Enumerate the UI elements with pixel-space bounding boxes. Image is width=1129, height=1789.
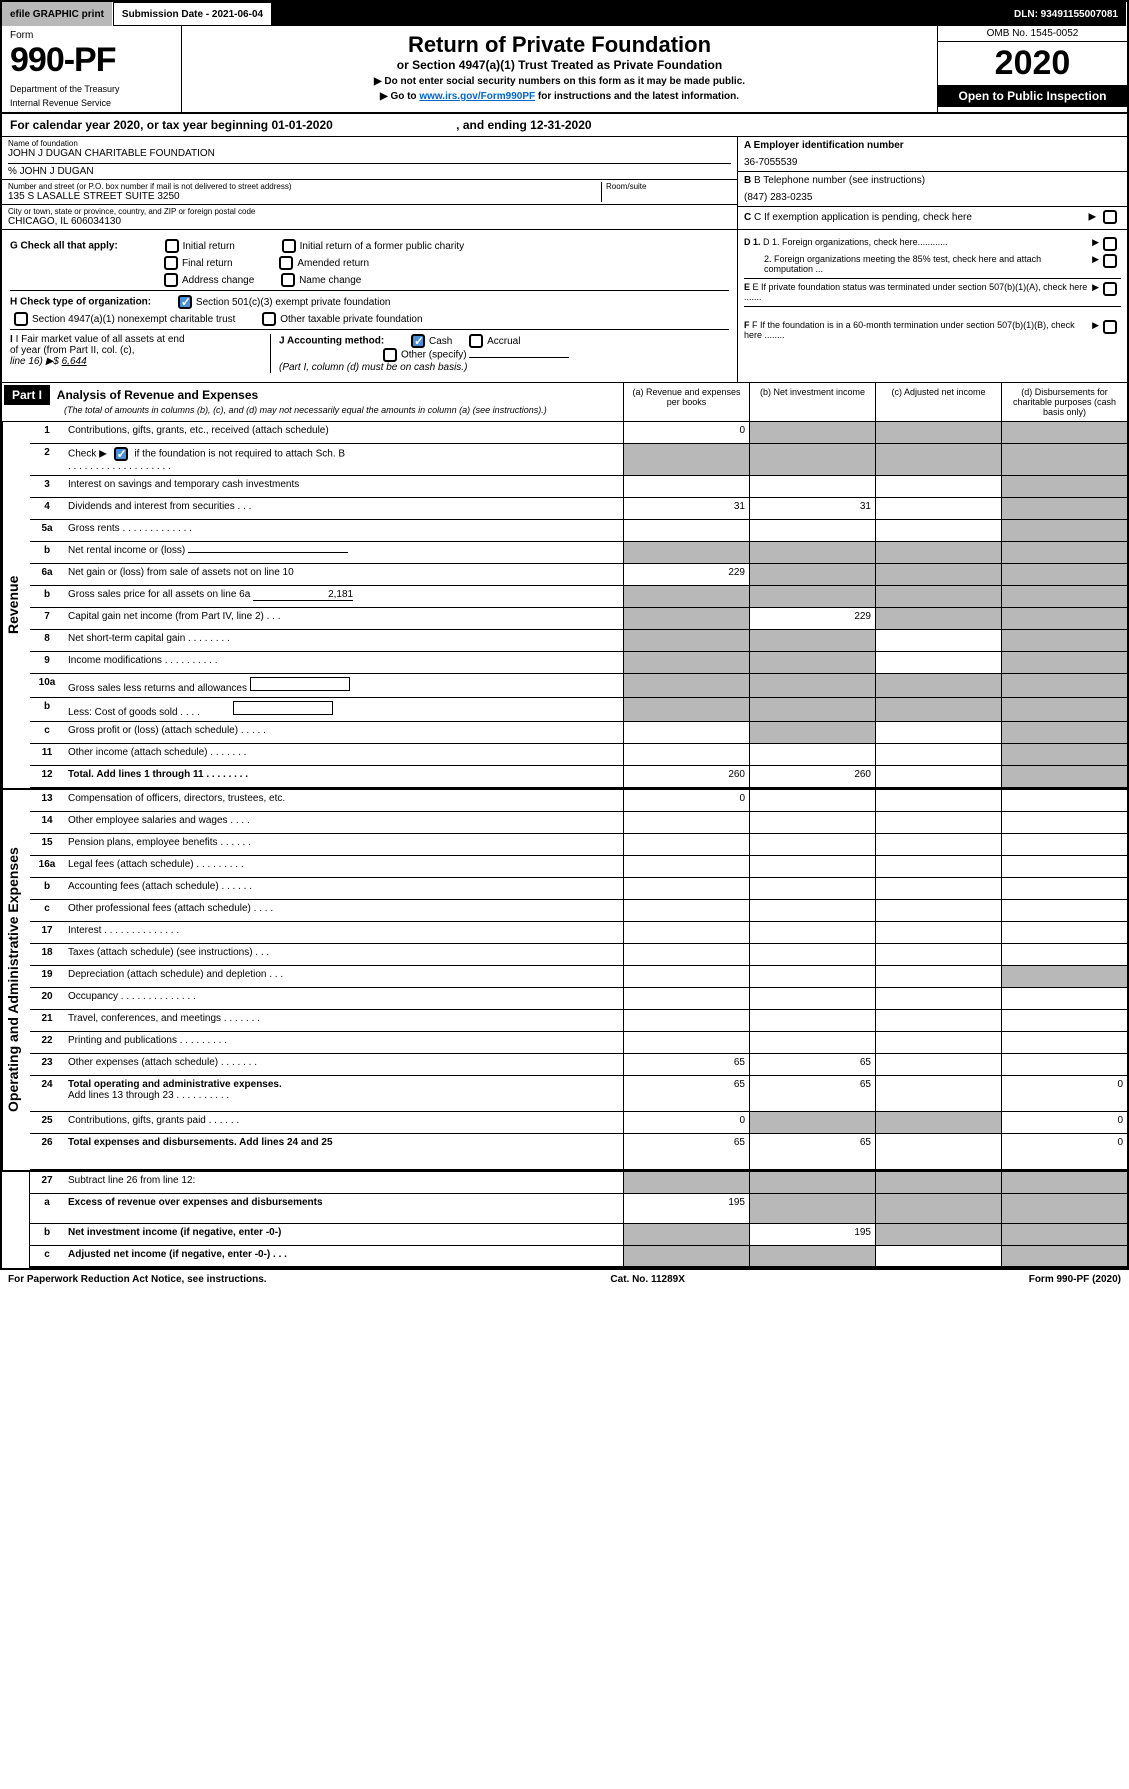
phone-label: B B Telephone number (see instructions)	[744, 175, 1121, 186]
addr-change-checkbox[interactable]	[164, 273, 178, 287]
submission-date: Submission Date - 2021-06-04	[113, 2, 272, 26]
other-taxable-checkbox[interactable]	[262, 312, 276, 326]
e-checkbox[interactable]	[1103, 282, 1117, 296]
irs-link[interactable]: www.irs.gov/Form990PF	[419, 91, 535, 102]
form-title: Return of Private Foundation	[202, 32, 917, 58]
other-method-checkbox[interactable]	[383, 348, 397, 362]
dept-irs: Internal Revenue Service	[10, 98, 173, 108]
4947-checkbox[interactable]	[14, 312, 28, 326]
part1-label: Part I	[4, 385, 50, 405]
omb-number: OMB No. 1545-0052	[938, 26, 1127, 42]
f-checkbox[interactable]	[1103, 320, 1117, 334]
checks-section: G Check all that apply: Initial return I…	[2, 230, 1127, 383]
amended-checkbox[interactable]	[279, 256, 293, 270]
expenses-label: Operating and Administrative Expenses	[2, 790, 30, 1170]
col-a-header: (a) Revenue and expenses per books	[623, 383, 749, 421]
efile-label[interactable]: efile GRAPHIC print	[2, 2, 113, 26]
initial-former-checkbox[interactable]	[282, 239, 296, 253]
d1-label: D 1. D 1. Foreign organizations, check h…	[744, 237, 1092, 251]
part1-desc: (The total of amounts in columns (b), (c…	[4, 405, 621, 415]
ssn-note: ▶ Do not enter social security numbers o…	[202, 76, 917, 87]
h-label: H Check type of organization:	[10, 297, 151, 308]
f-label: F F If the foundation is in a 60-month t…	[744, 320, 1092, 340]
calendar-year-row: For calendar year 2020, or tax year begi…	[2, 114, 1127, 137]
street-address: 135 S LASALLE STREET SUITE 3250	[8, 191, 601, 202]
col-b-header: (b) Net investment income	[749, 383, 875, 421]
exemption-checkbox[interactable]	[1103, 210, 1117, 224]
page-footer: For Paperwork Reduction Act Notice, see …	[0, 1270, 1129, 1289]
revenue-section: Revenue 1Contributions, gifts, grants, e…	[2, 422, 1127, 788]
foundation-name: JOHN J DUGAN CHARITABLE FOUNDATION	[8, 148, 731, 159]
phone-value: (847) 283-0235	[744, 192, 1121, 203]
ein-value: 36-7055539	[744, 157, 1121, 168]
j-label: J Accounting method:	[279, 336, 384, 347]
care-of: % JOHN J DUGAN	[8, 163, 731, 177]
i-label3: line 16) ▶$ 6,644	[10, 356, 270, 367]
name-change-checkbox[interactable]	[281, 273, 295, 287]
part1-title: Analysis of Revenue and Expenses	[57, 388, 258, 402]
initial-return-checkbox[interactable]	[165, 239, 179, 253]
topbar: efile GRAPHIC print Submission Date - 20…	[2, 2, 1127, 26]
final-return-checkbox[interactable]	[164, 256, 178, 270]
addr-label: Number and street (or P.O. box number if…	[8, 182, 601, 191]
g-label: G Check all that apply:	[10, 241, 118, 252]
open-public: Open to Public Inspection	[938, 85, 1127, 107]
expenses-section: Operating and Administrative Expenses 13…	[2, 788, 1127, 1170]
summary-section: 27Subtract line 26 from line 12: aExcess…	[2, 1170, 1127, 1268]
col-c-header: (c) Adjusted net income	[875, 383, 1001, 421]
tax-year: 2020	[938, 42, 1127, 85]
ein-label: A Employer identification number	[744, 140, 1121, 151]
revenue-label: Revenue	[2, 422, 30, 788]
col-d-header: (d) Disbursements for charitable purpose…	[1001, 383, 1127, 421]
i-label1: I I Fair market value of all assets at e…	[10, 334, 270, 345]
i-label2: of year (from Part II, col. (c),	[10, 345, 270, 356]
e-label: E E If private foundation status was ter…	[744, 282, 1092, 302]
schb-checkbox[interactable]	[114, 447, 128, 461]
form-header: Form 990-PF Department of the Treasury I…	[2, 26, 1127, 114]
dln-label: DLN: 93491155007081	[1006, 2, 1127, 26]
room-label: Room/suite	[606, 182, 731, 191]
d1-checkbox[interactable]	[1103, 237, 1117, 251]
dept-treasury: Department of the Treasury	[10, 84, 173, 94]
footer-center: Cat. No. 11289X	[610, 1274, 684, 1285]
501c3-checkbox[interactable]	[178, 295, 192, 309]
d2-checkbox[interactable]	[1103, 254, 1117, 268]
exemption-label: C C If exemption application is pending,…	[744, 212, 1089, 223]
foundation-info: Name of foundation JOHN J DUGAN CHARITAB…	[2, 137, 1127, 230]
cash-checkbox[interactable]	[411, 334, 425, 348]
part1-header: Part I Analysis of Revenue and Expenses …	[2, 383, 1127, 422]
city-value: CHICAGO, IL 606034130	[8, 216, 731, 227]
form-subtitle: or Section 4947(a)(1) Trust Treated as P…	[202, 58, 917, 72]
form-label: Form	[10, 30, 173, 41]
footer-left: For Paperwork Reduction Act Notice, see …	[8, 1274, 267, 1285]
goto-note: ▶ Go to www.irs.gov/Form990PF for instru…	[202, 91, 917, 102]
j-note: (Part I, column (d) must be on cash basi…	[279, 362, 729, 373]
footer-right: Form 990-PF (2020)	[1029, 1274, 1121, 1285]
city-label: City or town, state or province, country…	[8, 207, 731, 216]
d2-label: 2. Foreign organizations meeting the 85%…	[744, 254, 1092, 274]
accrual-checkbox[interactable]	[469, 334, 483, 348]
form-number: 990-PF	[10, 41, 173, 80]
name-label: Name of foundation	[8, 139, 731, 148]
